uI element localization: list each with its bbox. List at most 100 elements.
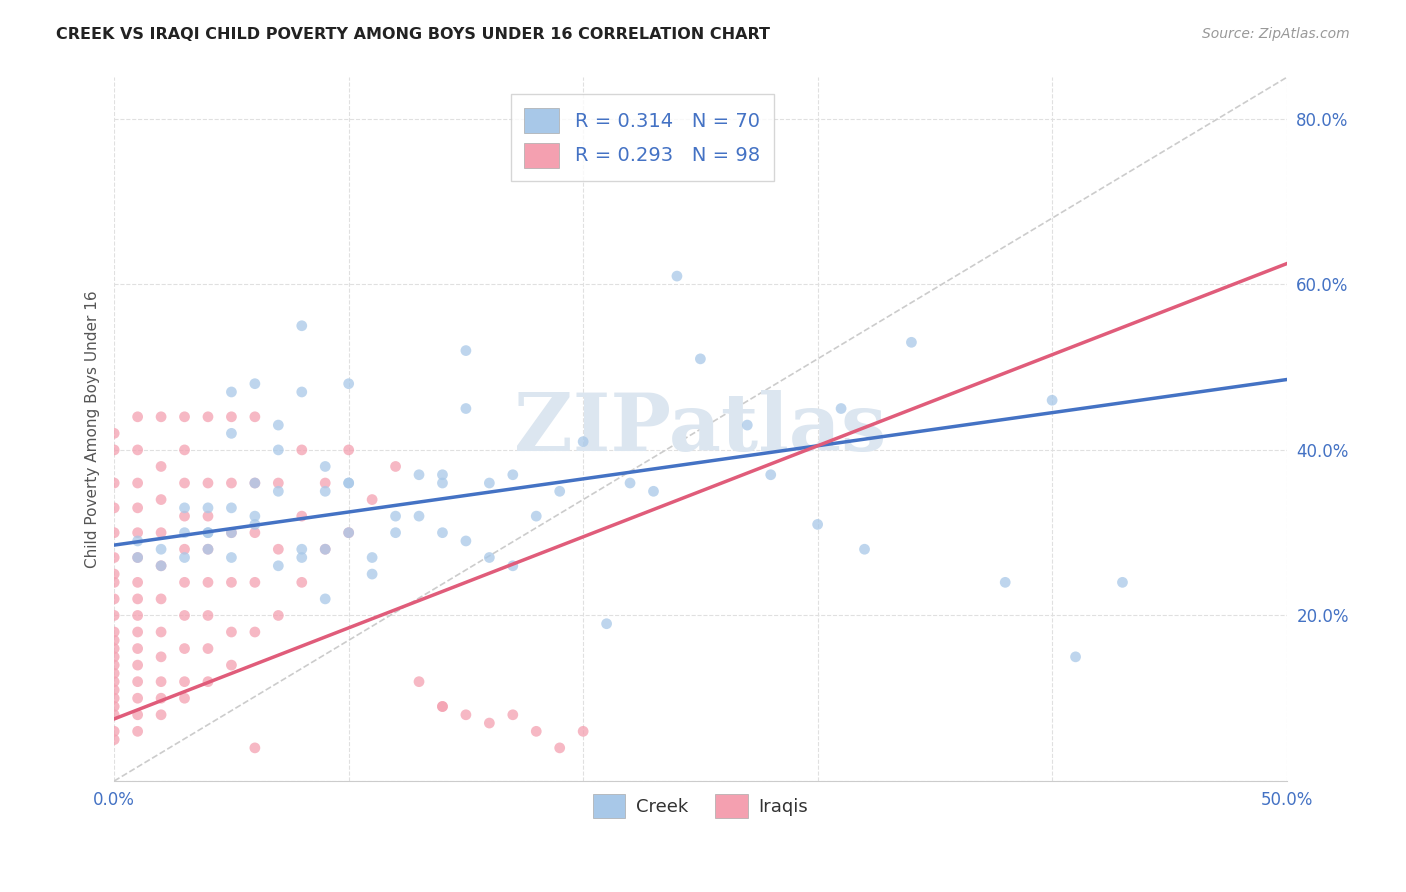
Point [150,707,173,722]
Point [291,442,314,457]
Point [572,434,595,449]
Point [197,409,219,424]
Point [408,467,430,482]
Point [173,409,195,424]
Point [103,476,125,491]
Point [103,525,125,540]
Point [103,442,125,457]
Point [243,409,266,424]
Point [291,509,314,524]
Point [243,376,266,391]
Point [150,525,173,540]
Point [454,343,477,358]
Point [127,707,149,722]
Point [337,525,360,540]
Point [150,492,173,507]
Point [150,591,173,606]
Point [454,401,477,416]
Point [173,525,195,540]
Point [267,484,290,499]
Point [454,533,477,548]
Point [267,442,290,457]
Point [337,442,360,457]
Point [127,550,149,565]
Point [173,542,195,557]
Point [173,476,195,491]
Point [127,608,149,623]
Point [408,509,430,524]
Point [103,633,125,648]
Point [173,550,195,565]
Point [127,641,149,656]
Point [173,608,195,623]
Point [291,318,314,333]
Point [384,525,406,540]
Point [267,608,290,623]
Point [173,442,195,457]
Point [478,550,501,565]
Point [384,459,406,474]
Point [361,492,384,507]
Point [314,542,336,557]
Point [291,542,314,557]
Point [221,476,243,491]
Point [127,691,149,706]
Y-axis label: Child Poverty Among Boys Under 16: Child Poverty Among Boys Under 16 [86,291,100,568]
Point [127,724,149,739]
Point [314,484,336,499]
Point [103,707,125,722]
Point [267,558,290,573]
Point [197,542,219,557]
Point [243,740,266,755]
Point [432,699,454,714]
Point [197,525,219,540]
Point [173,641,195,656]
Point [243,517,266,532]
Point [103,691,125,706]
Point [291,384,314,399]
Point [1040,393,1063,408]
Point [103,575,125,590]
Point [243,625,266,640]
Point [127,550,149,565]
Point [243,476,266,491]
Point [1064,649,1087,664]
Point [243,575,266,590]
Point [150,409,173,424]
Point [243,509,266,524]
Point [173,674,195,689]
Point [737,418,759,433]
Point [314,591,336,606]
Text: CREEK VS IRAQI CHILD POVERTY AMONG BOYS UNDER 16 CORRELATION CHART: CREEK VS IRAQI CHILD POVERTY AMONG BOYS … [56,27,770,42]
Point [197,542,219,557]
Point [103,724,125,739]
Point [361,550,384,565]
Point [243,525,266,540]
Point [127,533,149,548]
Point [221,525,243,540]
Point [408,674,430,689]
Point [384,509,406,524]
Point [524,724,547,739]
Point [548,484,571,499]
Point [314,459,336,474]
Point [221,525,243,540]
Point [127,674,149,689]
Point [432,467,454,482]
Point [1111,575,1133,590]
Point [103,567,125,582]
Point [807,517,830,532]
Point [197,641,219,656]
Point [150,625,173,640]
Point [127,442,149,457]
Point [267,418,290,433]
Point [103,682,125,697]
Point [103,608,125,623]
Point [900,335,922,350]
Point [150,459,173,474]
Point [853,542,876,557]
Point [173,500,195,515]
Point [432,476,454,491]
Point [243,476,266,491]
Point [173,509,195,524]
